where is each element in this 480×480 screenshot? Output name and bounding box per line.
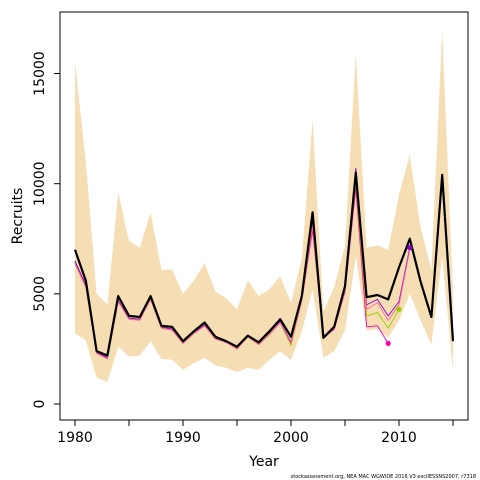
endpoint-marker-2 — [407, 245, 413, 251]
source-credit: stockassessment.org, NEA MAC WGWIDE 2016… — [291, 474, 476, 480]
y-tick-label: 0 — [32, 400, 48, 409]
y-tick-label: 5000 — [32, 276, 48, 312]
x-tick-label: 2010 — [381, 430, 417, 446]
endpoint-marker-0 — [385, 340, 391, 346]
series-line-main — [73, 171, 455, 357]
x-axis: 1980 1990 2000 2010 — [57, 419, 454, 446]
y-tick-label: 15000 — [32, 51, 48, 96]
y-axis-title: Recruits — [10, 188, 26, 245]
x-tick-label: 1980 — [57, 430, 93, 446]
x-axis-title: Year — [248, 454, 279, 470]
x-tick-label: 2000 — [273, 430, 309, 446]
y-axis: 0 5000 10000 15000 — [32, 51, 61, 409]
y-tick-label: 10000 — [32, 161, 48, 206]
series-layer — [73, 167, 455, 360]
x-tick-label: 1990 — [165, 430, 201, 446]
endpoint-layer — [385, 245, 413, 346]
confidence-band — [75, 29, 453, 382]
endpoint-marker-1 — [396, 306, 402, 312]
confidence-band-layer — [75, 29, 453, 382]
